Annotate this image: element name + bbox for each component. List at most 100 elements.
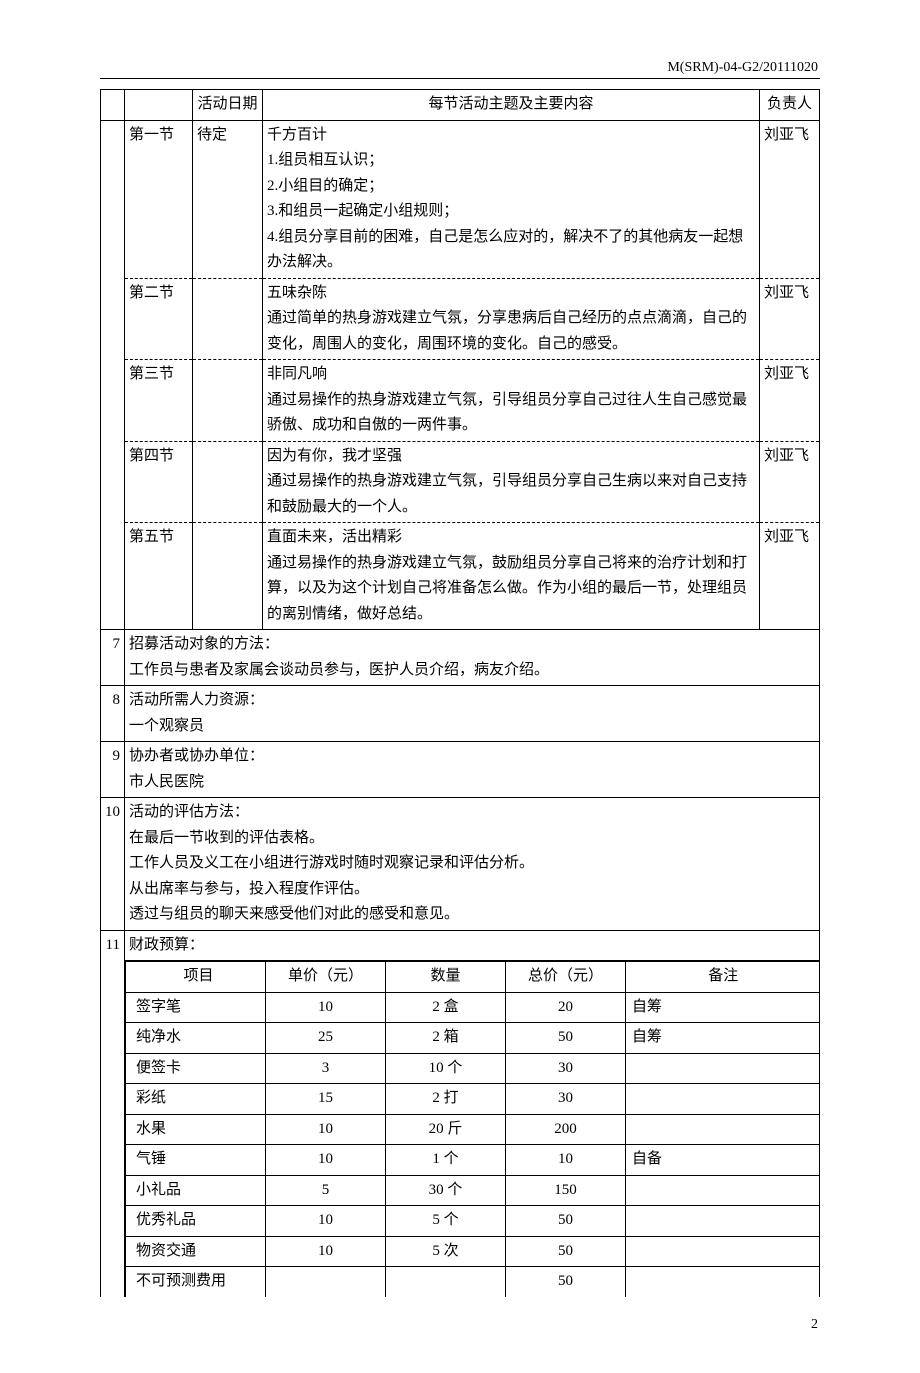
budget-price	[266, 1267, 386, 1297]
budget-price: 3	[266, 1053, 386, 1084]
row-title: 协办者或协办单位：	[129, 744, 815, 770]
budget-item: 小礼品	[126, 1175, 266, 1206]
session-title: 五味杂陈	[267, 281, 755, 307]
budget-price: 25	[266, 1023, 386, 1054]
budget-item: 优秀礼品	[126, 1206, 266, 1237]
budget-qty	[386, 1267, 506, 1297]
budget-item: 便签卡	[126, 1053, 266, 1084]
budget-total: 30	[506, 1053, 626, 1084]
budget-price: 10	[266, 1114, 386, 1145]
budget-row: 物资交通105 次50	[126, 1236, 820, 1267]
blank	[101, 523, 125, 630]
budget-total: 50	[506, 1023, 626, 1054]
budget-qty: 1 个	[386, 1145, 506, 1176]
budget-item: 纯净水	[126, 1023, 266, 1054]
session-responsible: 刘亚飞	[760, 120, 820, 278]
blank	[101, 961, 125, 1297]
budget-note	[626, 1114, 820, 1145]
budget-row: 彩纸152 打30	[126, 1084, 820, 1115]
budget-cell: 项目 单价（元） 数量 总价（元） 备注 签字笔102 盒20自筹纯净水252 …	[125, 961, 820, 1297]
session-row: 第二节 五味杂陈 通过简单的热身游戏建立气氛，分享患病后自己经历的点点滴滴，自己…	[101, 278, 820, 360]
budget-price: 15	[266, 1084, 386, 1115]
session-body: 1.组员相互认识；2.小组目的确定；3.和组员一起确定小组规则；4.组员分享目前…	[267, 148, 755, 276]
session-content: 五味杂陈 通过简单的热身游戏建立气氛，分享患病后自己经历的点点滴滴，自己的变化，…	[263, 278, 760, 360]
budget-item: 物资交通	[126, 1236, 266, 1267]
main-table: 活动日期 每节活动主题及主要内容 负责人 第一节 待定 千方百计 1.组员相互认…	[100, 89, 820, 1297]
session-label: 第三节	[125, 360, 193, 442]
budget-col-total: 总价（元）	[506, 962, 626, 993]
budget-price: 5	[266, 1175, 386, 1206]
session-row: 第一节 待定 千方百计 1.组员相互认识；2.小组目的确定；3.和组员一起确定小…	[101, 120, 820, 278]
budget-note	[626, 1236, 820, 1267]
page-number: 2	[100, 1317, 820, 1333]
row-9: 9 协办者或协办单位： 市人民医院	[101, 742, 820, 798]
session-responsible: 刘亚飞	[760, 441, 820, 523]
row-content: 财政预算：	[125, 930, 820, 961]
row-title: 活动所需人力资源：	[129, 688, 815, 714]
budget-note	[626, 1267, 820, 1297]
session-title: 因为有你，我才坚强	[267, 444, 755, 470]
session-body: 通过简单的热身游戏建立气氛，分享患病后自己经历的点点滴滴，自己的变化，周围人的变…	[267, 306, 755, 357]
session-date	[193, 278, 263, 360]
budget-qty: 2 箱	[386, 1023, 506, 1054]
budget-note	[626, 1206, 820, 1237]
row-num: 9	[101, 742, 125, 798]
session-row: 第四节 因为有你，我才坚强 通过易操作的热身游戏建立气氛，引导组员分享自己生病以…	[101, 441, 820, 523]
col-date: 活动日期	[193, 90, 263, 121]
budget-total: 20	[506, 992, 626, 1023]
budget-qty: 10 个	[386, 1053, 506, 1084]
budget-note: 自筹	[626, 992, 820, 1023]
session-content: 千方百计 1.组员相互认识；2.小组目的确定；3.和组员一起确定小组规则；4.组…	[263, 120, 760, 278]
budget-qty: 2 盒	[386, 992, 506, 1023]
budget-row: 优秀礼品105 个50	[126, 1206, 820, 1237]
budget-note: 自筹	[626, 1023, 820, 1054]
row-content: 协办者或协办单位： 市人民医院	[125, 742, 820, 798]
budget-total: 50	[506, 1267, 626, 1297]
blank-section	[125, 90, 193, 121]
budget-qty: 20 斤	[386, 1114, 506, 1145]
row-body: 在最后一节收到的评估表格。工作人员及义工在小组进行游戏时随时观察记录和评估分析。…	[129, 826, 815, 928]
budget-qty: 2 打	[386, 1084, 506, 1115]
budget-qty: 5 次	[386, 1236, 506, 1267]
budget-item: 签字笔	[126, 992, 266, 1023]
row-title: 财政预算：	[129, 933, 815, 959]
budget-item: 彩纸	[126, 1084, 266, 1115]
document-code: M(SRM)-04-G2/20111020	[100, 60, 820, 76]
session-date	[193, 523, 263, 630]
budget-table: 项目 单价（元） 数量 总价（元） 备注 签字笔102 盒20自筹纯净水252 …	[125, 961, 820, 1297]
row-10: 10 活动的评估方法： 在最后一节收到的评估表格。工作人员及义工在小组进行游戏时…	[101, 798, 820, 931]
session-row: 第三节 非同凡响 通过易操作的热身游戏建立气氛，引导组员分享自己过往人生自己感觉…	[101, 360, 820, 442]
session-date: 待定	[193, 120, 263, 278]
row-body: 一个观察员	[129, 714, 815, 740]
budget-row: 小礼品530 个150	[126, 1175, 820, 1206]
session-date	[193, 360, 263, 442]
budget-total: 50	[506, 1236, 626, 1267]
row-body: 市人民医院	[129, 770, 815, 796]
session-title: 直面未来，活出精彩	[267, 525, 755, 551]
budget-total: 30	[506, 1084, 626, 1115]
blank	[101, 360, 125, 442]
budget-item: 不可预测费用	[126, 1267, 266, 1297]
row-num: 8	[101, 686, 125, 742]
budget-container-row: 项目 单价（元） 数量 总价（元） 备注 签字笔102 盒20自筹纯净水252 …	[101, 961, 820, 1297]
budget-note	[626, 1053, 820, 1084]
row-num: 11	[101, 930, 125, 961]
session-date	[193, 441, 263, 523]
header-rule	[100, 78, 820, 79]
blank	[101, 278, 125, 360]
session-body: 通过易操作的热身游戏建立气氛，鼓励组员分享自己将来的治疗计划和打算，以及为这个计…	[267, 551, 755, 628]
row-content: 活动的评估方法： 在最后一节收到的评估表格。工作人员及义工在小组进行游戏时随时观…	[125, 798, 820, 931]
row-7: 7 招募活动对象的方法： 工作员与患者及家属会谈动员参与，医护人员介绍，病友介绍…	[101, 630, 820, 686]
session-title: 千方百计	[267, 123, 755, 149]
budget-header-row: 项目 单价（元） 数量 总价（元） 备注	[126, 962, 820, 993]
session-responsible: 刘亚飞	[760, 278, 820, 360]
budget-col-item: 项目	[126, 962, 266, 993]
session-body: 通过易操作的热身游戏建立气氛，引导组员分享自己生病以来对自己支持和鼓励最大的一个…	[267, 469, 755, 520]
session-label: 第二节	[125, 278, 193, 360]
budget-price: 10	[266, 1145, 386, 1176]
budget-row: 纯净水252 箱50自筹	[126, 1023, 820, 1054]
budget-qty: 30 个	[386, 1175, 506, 1206]
budget-total: 150	[506, 1175, 626, 1206]
row-num: 10	[101, 798, 125, 931]
col-responsible: 负责人	[760, 90, 820, 121]
